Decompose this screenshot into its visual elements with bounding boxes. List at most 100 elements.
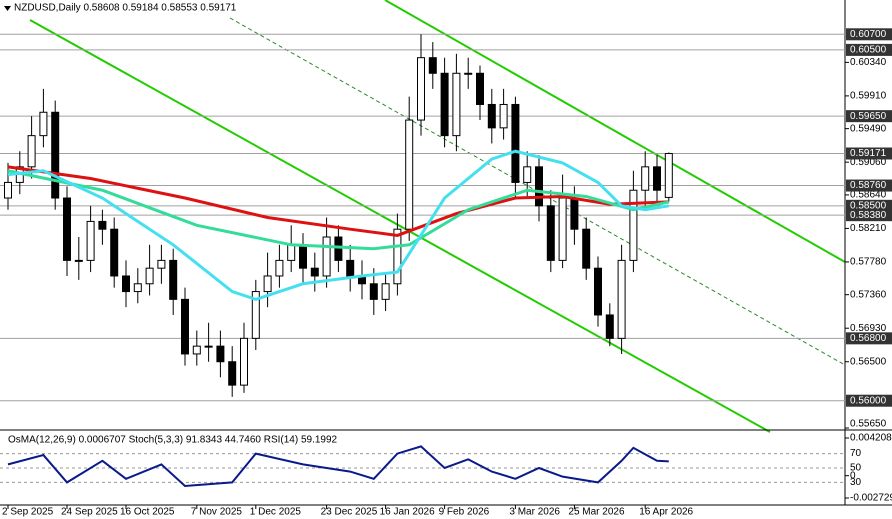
candle-body [511,103,520,183]
osc-tick-label: 30 [850,477,862,488]
candle-body [617,259,626,339]
channel-line [29,19,771,433]
level-label-box [846,394,892,407]
y-tick-label: 0.60340 [850,57,887,68]
y-tick-label: 0.57360 [850,289,887,300]
candle-body [405,119,414,230]
candle-body [629,189,638,261]
level-label: 0.59171 [850,148,887,159]
y-tick-label: 0.58210 [850,223,887,234]
candle-body [86,220,95,261]
candle-body [393,228,402,285]
level-label-box [846,43,892,56]
candle-body [664,153,673,198]
rsi-line [7,445,669,488]
candle-body [594,267,602,316]
level-label: 0.60700 [850,29,887,40]
channel-line [384,0,846,263]
moving-average [7,169,670,251]
candle-body [546,205,555,261]
candle-body [334,236,343,261]
candle-body [322,236,331,277]
candle-body [63,197,71,261]
osma-tick-label: 0.004208 [850,433,892,444]
candle-body [346,259,355,277]
candle-body [145,267,154,285]
candle-body [440,72,449,137]
y-tick-label: 0.56930 [850,323,887,334]
candle-body [263,275,272,293]
candle-body [51,111,60,199]
candle-body [487,103,496,129]
x-tick-label: 1 Dec 2025 [250,507,302,518]
candle-body [641,166,650,191]
candle-body [192,345,201,355]
candle-body [204,345,213,348]
candle-body [476,72,484,105]
candle-body [310,267,319,277]
y-tick-label: 0.59060 [850,157,887,168]
candle-body [499,103,508,129]
x-tick-label: 25 Mar 2026 [568,507,625,518]
x-tick-label: 3 Mar 2026 [509,507,560,518]
candle-body [369,283,378,300]
candle-body [110,228,119,277]
candle-body [216,345,225,363]
chart-title: NZDUSD,Daily 0.58608 0.59184 0.58553 0.5… [14,3,237,14]
x-tick-label: 7 Nov 2025 [191,507,243,518]
level-label: 0.58380 [850,210,887,221]
x-tick-label: 9 Feb 2026 [439,507,490,518]
candle-body [535,166,543,207]
candle-body [570,197,579,230]
level-label-box [846,28,892,41]
x-tick-label: 16 Oct 2025 [120,507,175,518]
y-tick-label: 0.56500 [850,356,887,367]
osma-tick-label: 0 [850,470,856,481]
candle-body [417,57,425,121]
candle-body [39,111,48,137]
moving-average [7,149,670,301]
moving-average [7,165,669,237]
y-tick-label: 0.59910 [850,91,887,102]
candle-body [157,259,166,269]
level-label-box [846,332,892,345]
x-tick-label: 16 Jan 2026 [380,507,435,518]
level-label-box [846,147,892,160]
candle-body [133,283,142,293]
candle-body [122,275,130,293]
candle-body [251,291,260,339]
candle-body [523,166,532,183]
level-label: 0.59650 [850,111,887,122]
x-tick-label: 16 Apr 2026 [639,507,693,518]
level-label: 0.60500 [850,45,887,56]
candle-body [605,314,614,339]
y-tick-label: 0.55650 [850,419,887,430]
symbol-arrow [4,6,11,11]
level-label: 0.56000 [850,395,887,406]
y-tick-label: 0.58640 [850,190,887,201]
candle-body [558,197,567,261]
oscillator-title: OsMA(12,26,9) 0.0006707 Stoch(5,3,3) 91.… [8,435,338,446]
candle-body [299,244,307,269]
osc-tick-label: 50 [850,463,862,474]
candle-body [240,337,248,386]
level-label: 0.56800 [850,333,887,344]
level-label-box [846,209,892,222]
candle-body [452,72,461,137]
osc-tick-label: 70 [850,448,862,459]
osma-tick-label: -0.002729 [850,493,892,504]
candle-body [275,259,284,277]
candle-body [464,72,473,75]
candle-body [4,181,12,199]
candle-body [428,57,437,74]
y-tick-label: 0.57780 [850,257,887,268]
x-tick-label: 2 Sep 2025 [2,507,54,518]
x-tick-label: 23 Dec 2025 [321,507,378,518]
candle-body [381,283,390,300]
candle-body [582,228,591,269]
level-label-box [846,110,892,123]
y-tick-label: 0.59490 [850,123,887,134]
candle-body [98,220,107,230]
level-label-box [846,199,892,212]
